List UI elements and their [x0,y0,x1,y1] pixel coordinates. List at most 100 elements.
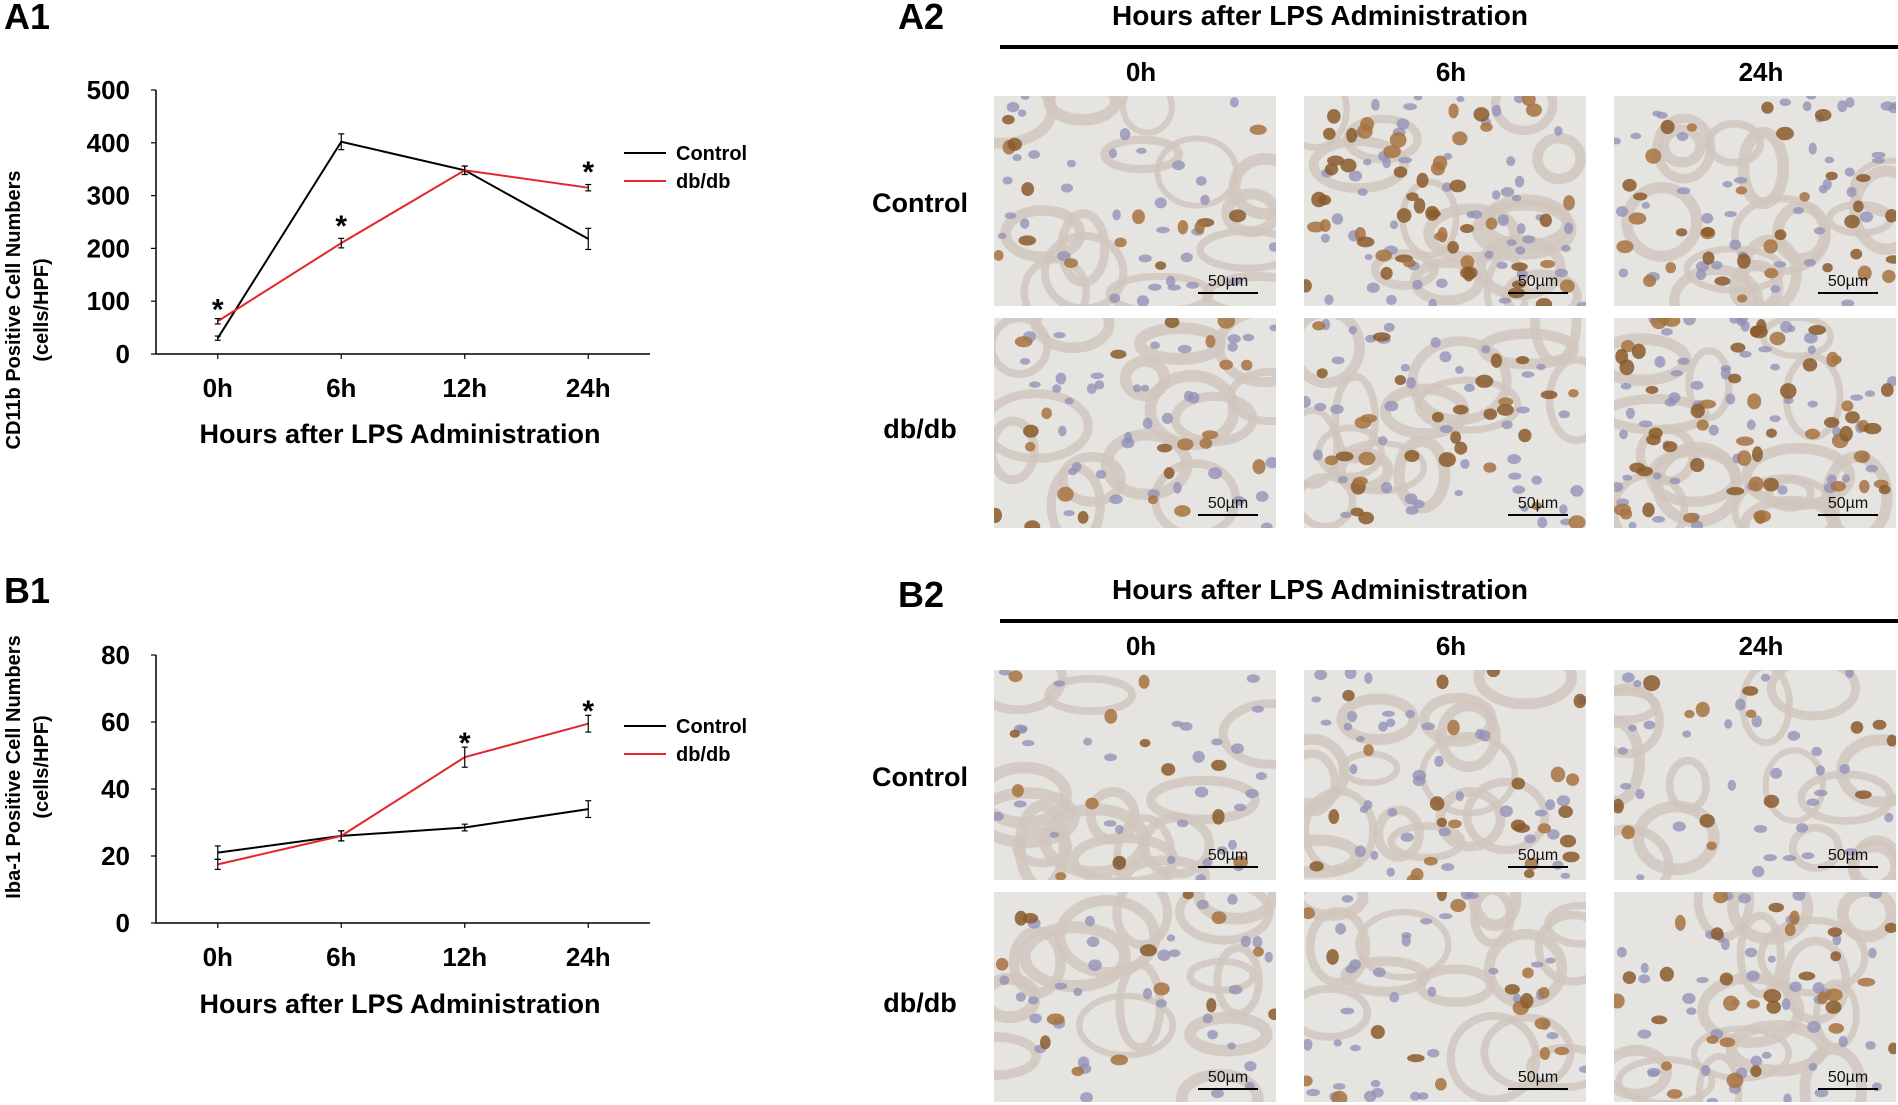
y-axis-unit: (cells/HPF) [31,715,53,818]
scale-bar-line [1198,1088,1258,1090]
scale-bar-line [1508,514,1568,516]
x-axis-title: Hours after LPS Administration [199,419,600,449]
significance-marker: * [582,695,594,728]
legend-label: db/db [676,744,730,766]
scale-bar: 50µm [1818,273,1878,294]
plot-area: 0 20 40 60 80 0h 6h 12h 24h * * [101,640,650,972]
chart-b1-iba1: Iba-1 Positive Cell Numbers (cells/HPF) … [3,635,747,1019]
micrograph-dbdb-24h: 50µm [1614,892,1896,1102]
y-tick-label: 40 [101,774,130,804]
legend-item-dbdb: db/db [624,744,730,766]
tissue-texture [994,318,1276,528]
y-tick-label: 20 [101,841,130,871]
tissue-texture [994,96,1276,306]
scale-bar: 50µm [1508,1069,1568,1090]
scale-bar-line [1818,514,1878,516]
scale-bar-line [1198,866,1258,868]
column-label-6h: 6h [1435,57,1467,87]
series-line [216,140,589,339]
scale-bar-label: 50µm [1517,847,1559,864]
significance-marker: * [212,293,224,326]
scale-bar-line [1508,292,1568,294]
row-label-control: Control [872,762,968,792]
series-line [217,808,589,854]
scale-bar-label: 50µm [1517,495,1559,512]
row-label-control: Control [872,188,968,218]
y-axis-title: Iba-1 Positive Cell Numbers [3,635,25,898]
column-label-24h: 24h [1738,57,1784,87]
legend: Control db/db [624,143,747,193]
tissue-texture [1614,670,1896,880]
x-tick-label: 0h [203,942,233,972]
micrograph-control-24h: 50µm [1614,670,1896,880]
scale-bar-label: 50µm [1207,847,1249,864]
error-bar [214,335,221,341]
scale-bar: 50µm [1818,1069,1878,1090]
scale-bar: 50µm [1508,847,1568,868]
column-label-24h: 24h [1738,631,1784,661]
tissue-texture [1304,892,1586,1102]
micrograph-control-6h: 50µm [1304,96,1586,306]
scale-bar-label: 50µm [1517,273,1559,290]
series-line [217,722,589,866]
x-axis-title: Hours after LPS Administration [199,989,600,1019]
error-bar [338,237,345,249]
title-rule [1000,619,1898,623]
significance-marker: * [335,210,347,243]
x-tick-label: 12h [442,942,487,972]
scale-bar-label: 50µm [1827,1069,1869,1086]
legend: Control db/db [624,716,747,766]
panel-label-a2: A2 [898,0,945,37]
legend-label: Control [676,716,747,738]
micrograph-title: Hours after LPS Administration [1112,574,1528,605]
micrograph-control-6h: 50µm [1304,670,1586,880]
scale-bar-label: 50µm [1827,847,1869,864]
column-label-0h: 0h [1125,631,1157,661]
scale-bar-label: 50µm [1207,273,1249,290]
error-bar [461,165,468,176]
micrograph-control-0h: 50µm [994,96,1276,306]
series-control [214,133,592,341]
tissue-texture [1304,318,1586,528]
y-tick-label: 400 [87,128,130,158]
scale-bar-label: 50µm [1207,495,1249,512]
scale-bar: 50µm [1198,1069,1258,1090]
y-axis-title: CD11b Positive Cell Numbers [3,171,25,450]
scale-bar-label: 50µm [1207,1069,1249,1086]
scale-bar-label: 50µm [1827,273,1869,290]
micrograph-dbdb-24h: 50µm [1614,318,1896,528]
scale-bar: 50µm [1198,495,1258,516]
x-tick-label: 6h [326,373,356,403]
scale-bar: 50µm [1508,273,1568,294]
row-label-dbdb: db/db [883,988,957,1018]
chart-a1-cd11b: CD11b Positive Cell Numbers (cells/HPF) … [3,75,747,450]
scale-bar: 50µm [1508,495,1568,516]
y-tick-label: 500 [87,75,130,105]
title-rule [1000,45,1898,49]
y-tick-label: 80 [101,640,130,670]
scale-bar: 50µm [1198,847,1258,868]
y-tick-label: 60 [101,707,130,737]
scale-bar-line [1818,1088,1878,1090]
micrograph-dbdb-6h: 50µm [1304,318,1586,528]
error-bar [214,318,221,325]
scale-bar: 50µm [1198,273,1258,294]
micrograph-dbdb-0h: 50µm [994,892,1276,1102]
y-axis-unit: (cells/HPF) [31,258,53,361]
scale-bar-line [1508,866,1568,868]
error-bar [585,714,592,733]
error-bar [461,746,468,768]
series-control [214,800,592,860]
tissue-texture [994,670,1276,880]
panel-label-b1: B1 [4,570,51,611]
y-tick-label: 100 [87,286,130,316]
legend-item-control: Control [624,143,747,165]
y-tick-label: 300 [87,181,130,211]
plot-area: 0 100 200 300 400 500 0h 6h 12h 24h * * * [87,75,650,403]
x-tick-label: 6h [326,942,356,972]
error-bar [585,800,592,819]
scale-bar-line [1818,866,1878,868]
scale-bar-line [1508,1088,1568,1090]
scale-bar-line [1198,514,1258,516]
legend-label: db/db [676,171,730,193]
